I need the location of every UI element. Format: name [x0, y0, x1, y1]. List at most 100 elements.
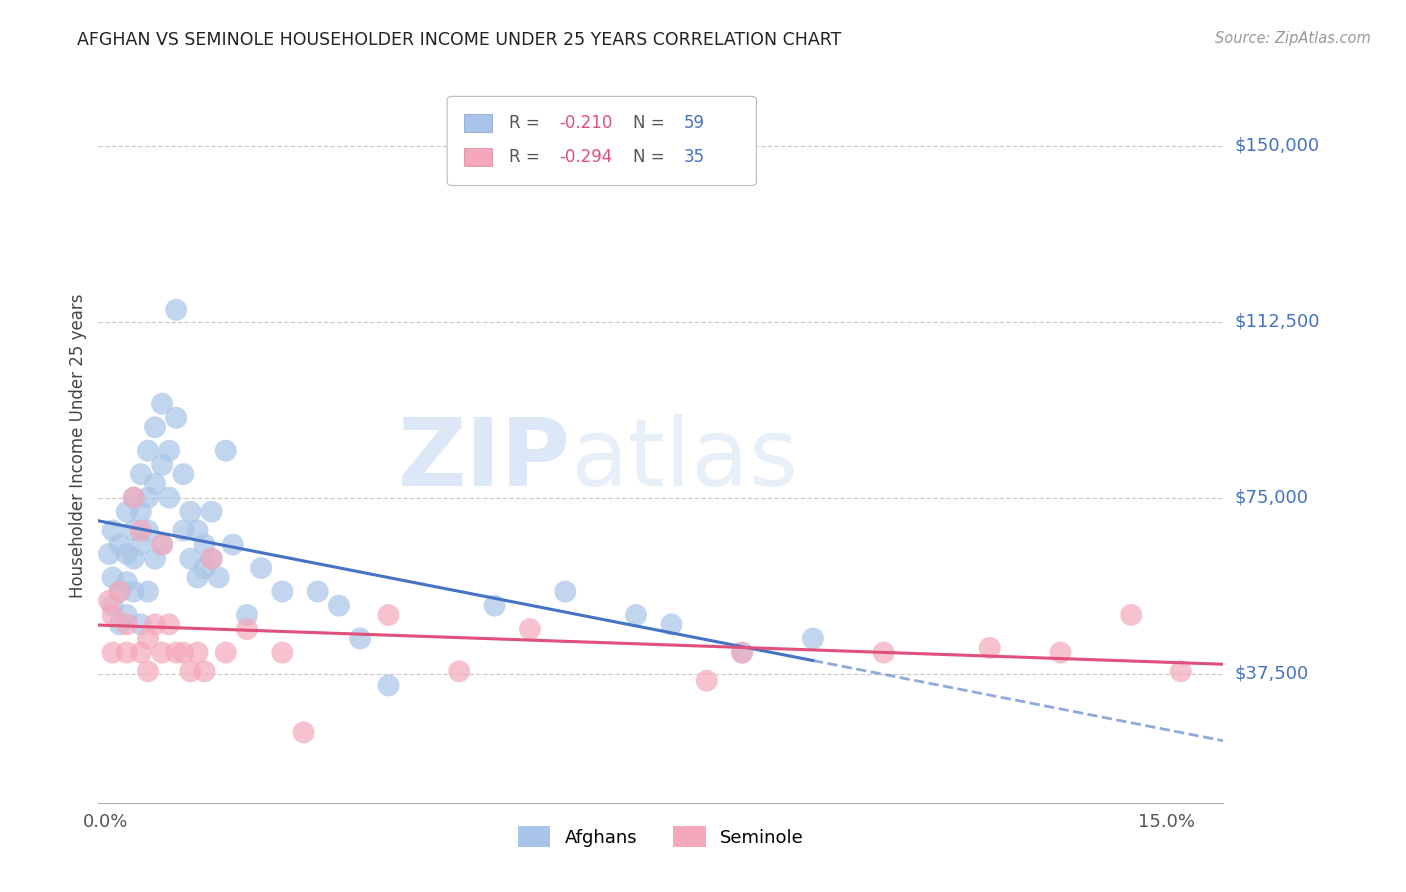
Point — [122, 584, 145, 599]
Text: $75,000: $75,000 — [1234, 489, 1309, 507]
Point — [108, 538, 131, 552]
Point — [186, 524, 208, 538]
Point — [165, 646, 187, 660]
Point — [872, 646, 894, 660]
Point — [136, 632, 159, 646]
Point — [115, 547, 138, 561]
Point — [172, 646, 194, 660]
Point — [250, 561, 273, 575]
Point — [193, 538, 215, 552]
FancyBboxPatch shape — [447, 96, 756, 186]
Point — [222, 538, 245, 552]
Point — [98, 594, 121, 608]
Point — [377, 607, 399, 622]
Point — [1121, 607, 1143, 622]
Text: 35: 35 — [683, 148, 704, 166]
Point — [307, 584, 329, 599]
Text: -0.294: -0.294 — [560, 148, 613, 166]
Text: atlas: atlas — [571, 414, 799, 507]
Point — [143, 476, 166, 491]
Point — [201, 505, 224, 519]
Point — [129, 467, 152, 482]
Point — [115, 617, 138, 632]
Point — [108, 584, 131, 599]
Point — [484, 599, 506, 613]
Point — [115, 575, 138, 590]
Point — [150, 458, 173, 472]
Point — [157, 617, 180, 632]
Point — [122, 491, 145, 505]
Point — [150, 646, 173, 660]
Point — [731, 646, 754, 660]
Point — [101, 524, 124, 538]
Point — [101, 607, 124, 622]
Text: -0.210: -0.210 — [560, 114, 613, 132]
Point — [101, 599, 124, 613]
Point — [143, 420, 166, 434]
Text: AFGHAN VS SEMINOLE HOUSEHOLDER INCOME UNDER 25 YEARS CORRELATION CHART: AFGHAN VS SEMINOLE HOUSEHOLDER INCOME UN… — [77, 31, 842, 49]
Point — [801, 632, 824, 646]
Point — [122, 524, 145, 538]
Point — [136, 443, 159, 458]
Point — [328, 599, 350, 613]
Legend: Afghans, Seminole: Afghans, Seminole — [517, 827, 804, 847]
Point — [554, 584, 576, 599]
Point — [136, 491, 159, 505]
Point — [115, 646, 138, 660]
Point — [208, 570, 231, 584]
Point — [136, 584, 159, 599]
Text: ZIP: ZIP — [398, 414, 571, 507]
Point — [150, 538, 173, 552]
Point — [449, 665, 471, 679]
Point — [292, 725, 315, 739]
Point — [236, 622, 259, 636]
Point — [661, 617, 683, 632]
Point — [129, 505, 152, 519]
Text: $37,500: $37,500 — [1234, 665, 1309, 682]
Point — [129, 538, 152, 552]
Point — [186, 646, 208, 660]
Point — [979, 640, 1001, 655]
Point — [179, 665, 201, 679]
Point — [172, 467, 194, 482]
Point — [186, 570, 208, 584]
Point — [377, 678, 399, 692]
Text: N =: N = — [633, 148, 669, 166]
Point — [624, 607, 647, 622]
Point — [201, 551, 224, 566]
Point — [201, 551, 224, 566]
Point — [98, 547, 121, 561]
Point — [129, 524, 152, 538]
Point — [236, 607, 259, 622]
Point — [108, 584, 131, 599]
Point — [172, 524, 194, 538]
Point — [519, 622, 541, 636]
Point — [150, 538, 173, 552]
Point — [349, 632, 371, 646]
Point — [108, 617, 131, 632]
FancyBboxPatch shape — [464, 114, 492, 132]
Text: $150,000: $150,000 — [1234, 136, 1319, 154]
Point — [165, 410, 187, 425]
Text: R =: R = — [509, 114, 546, 132]
Point — [271, 646, 294, 660]
Point — [122, 491, 145, 505]
Point — [179, 551, 201, 566]
Point — [193, 561, 215, 575]
Point — [101, 570, 124, 584]
Text: R =: R = — [509, 148, 546, 166]
Point — [150, 397, 173, 411]
Point — [1049, 646, 1071, 660]
Point — [143, 551, 166, 566]
Text: 59: 59 — [683, 114, 704, 132]
Point — [136, 665, 159, 679]
Point — [193, 665, 215, 679]
Point — [696, 673, 718, 688]
Point — [157, 443, 180, 458]
Point — [115, 505, 138, 519]
Point — [101, 646, 124, 660]
Point — [143, 617, 166, 632]
Point — [122, 551, 145, 566]
Point — [115, 607, 138, 622]
Point — [129, 646, 152, 660]
